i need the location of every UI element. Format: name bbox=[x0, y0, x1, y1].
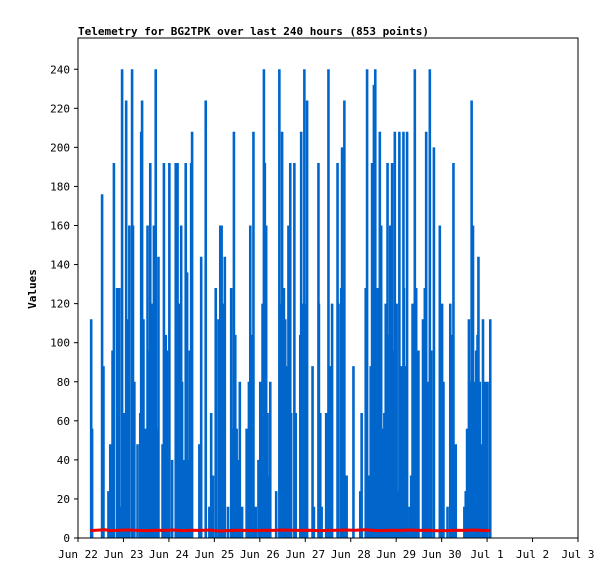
y-tick-label: 160 bbox=[50, 220, 70, 233]
y-axis: 0 20 40 60 80 100 120 140 160 180 200 220 240 bbox=[50, 63, 78, 545]
x-tick-label: Jun 28 bbox=[331, 548, 371, 561]
x-tick-label: Jun 26 bbox=[240, 548, 280, 561]
x-tick-label: Jun 25 bbox=[194, 548, 234, 561]
x-tick-label: Jun 29 bbox=[376, 548, 416, 561]
y-tick-label: 240 bbox=[50, 63, 70, 76]
y-tick-label: 140 bbox=[50, 259, 70, 272]
x-tick-label: Jul 3 bbox=[561, 548, 594, 561]
plot-frame bbox=[77, 37, 579, 539]
y-tick-label: 120 bbox=[50, 298, 70, 311]
x-axis: Jun 22 Jun 23 Jun 24 Jun 25 Jun 26 Jun 27 Jun … bbox=[58, 538, 595, 561]
x-tick-label: Jun 23 bbox=[104, 548, 144, 561]
x-tick-label: Jul 1 bbox=[471, 548, 504, 561]
x-tick-label: Jul 2 bbox=[516, 548, 549, 561]
y-tick-label: 220 bbox=[50, 102, 70, 115]
chart-title: Telemetry for BG2TPK over last 240 hours… bbox=[78, 25, 429, 38]
y-tick-label: 80 bbox=[57, 376, 70, 389]
y-tick-label: 100 bbox=[50, 337, 70, 350]
y-tick-label: 200 bbox=[50, 141, 70, 154]
y-tick-label: 180 bbox=[50, 180, 70, 193]
red-line bbox=[90, 528, 491, 533]
bar-series bbox=[89, 69, 492, 538]
y-tick-label: 0 bbox=[63, 532, 70, 545]
y-tick-label: 40 bbox=[57, 454, 70, 467]
x-tick-label: Jun 22 bbox=[58, 548, 98, 561]
y-axis-label: Values bbox=[26, 269, 39, 309]
x-tick-label: Jun 30 bbox=[422, 548, 462, 561]
y-tick-label: 20 bbox=[57, 493, 70, 506]
x-tick-label: Jun 24 bbox=[149, 548, 189, 561]
line-series bbox=[90, 528, 491, 533]
y-tick-label: 60 bbox=[57, 415, 70, 428]
x-tick-label: Jun 27 bbox=[285, 548, 325, 561]
